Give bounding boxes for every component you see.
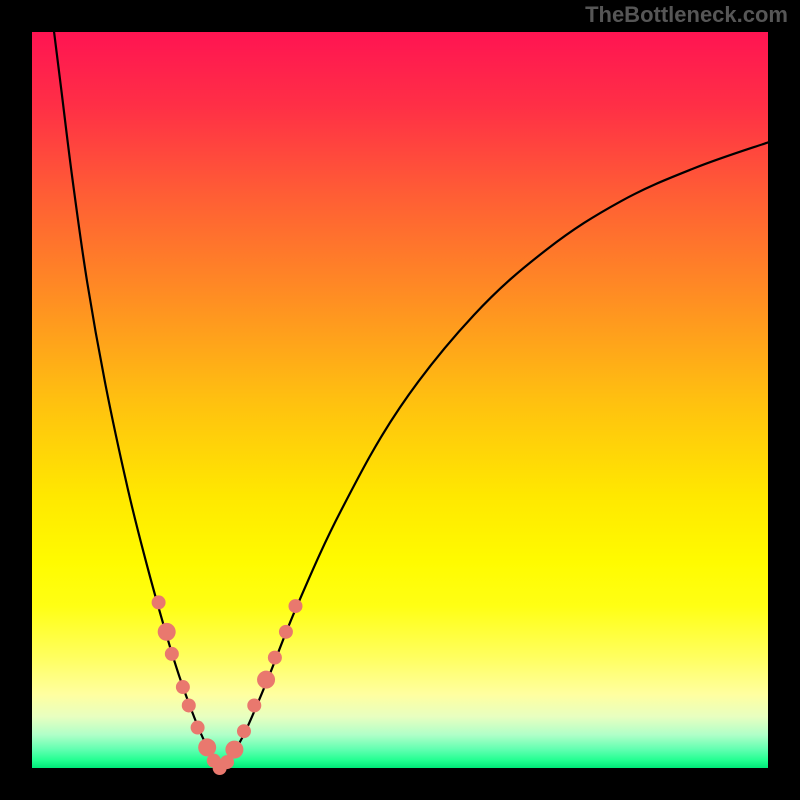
data-marker xyxy=(288,599,302,613)
data-marker xyxy=(182,698,196,712)
plot-background xyxy=(32,32,768,768)
bottleneck-chart xyxy=(0,0,800,800)
data-marker xyxy=(158,623,176,641)
data-marker xyxy=(165,647,179,661)
data-marker xyxy=(176,680,190,694)
data-marker xyxy=(268,651,282,665)
data-marker xyxy=(247,698,261,712)
data-marker xyxy=(191,721,205,735)
data-marker xyxy=(237,724,251,738)
data-marker xyxy=(279,625,293,639)
data-marker xyxy=(257,671,275,689)
data-marker xyxy=(225,741,243,759)
chart-container: TheBottleneck.com xyxy=(0,0,800,800)
data-marker xyxy=(152,595,166,609)
